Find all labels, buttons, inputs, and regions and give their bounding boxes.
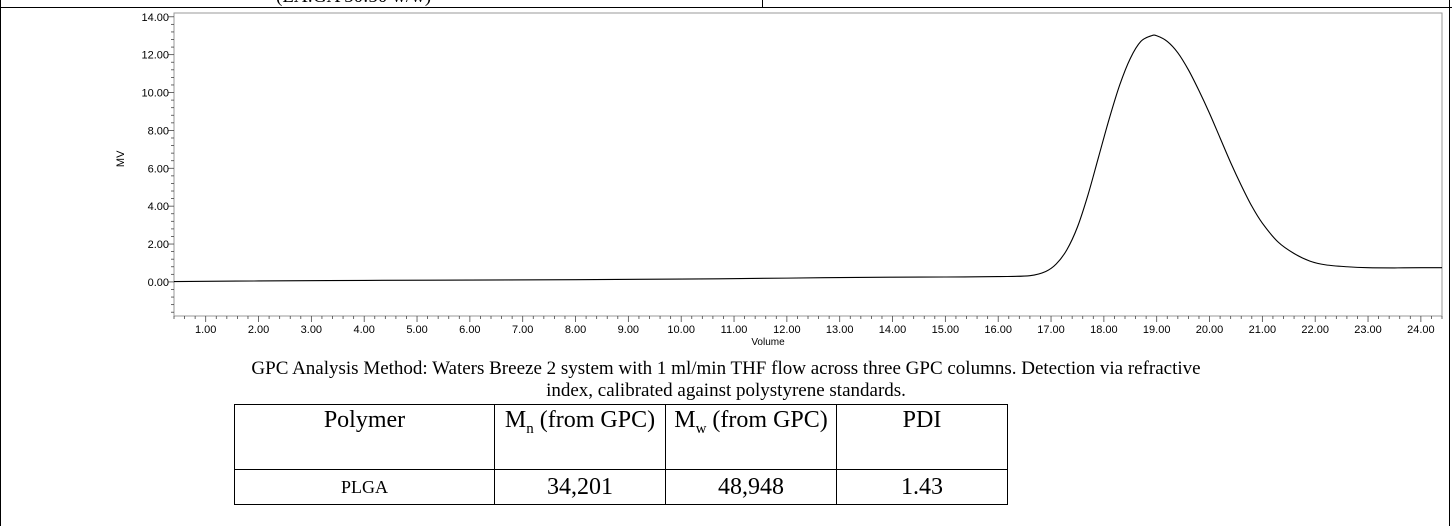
x-tick-label: 1.00 — [195, 324, 216, 336]
previous-row-fragment: (LA:GA 50:50 w/w) — [0, 0, 1452, 8]
y-tick-label: 8.00 — [148, 125, 169, 137]
mn-label-rest: (from GPC) — [533, 407, 656, 433]
header-mn: Mn (from GPC) — [494, 404, 666, 470]
plot-area-border — [173, 12, 1443, 317]
x-tick-label: 7.00 — [512, 324, 533, 336]
x-tick-label: 21.00 — [1249, 324, 1277, 336]
x-tick-label: 6.00 — [459, 324, 480, 336]
x-tick-label: 12.00 — [773, 324, 801, 336]
top-rule — [0, 7, 1452, 8]
x-tick-label: 14.00 — [879, 324, 907, 336]
x-tick-label: 5.00 — [406, 324, 427, 336]
y-tick-label: 14.00 — [141, 12, 169, 24]
mw-label-rest: (from GPC) — [706, 407, 828, 433]
table-header-row: Polymer Mn (from GPC) Mw (from GPC) PDI — [234, 404, 1008, 470]
table-row: PLGA 34,201 48,948 1.43 — [234, 469, 1008, 505]
x-tick-label: 3.00 — [301, 324, 322, 336]
x-tick-label: 20.00 — [1196, 324, 1224, 336]
cell-mw: 48,948 — [665, 469, 837, 505]
x-tick-label: 23.00 — [1354, 324, 1382, 336]
header-mw: Mw (from GPC) — [665, 404, 837, 470]
caption-line-2: index, calibrated against polystyrene st… — [546, 380, 906, 401]
x-tick-label: 15.00 — [932, 324, 960, 336]
x-tick-label: 11.00 — [721, 324, 748, 336]
y-tick-label: 6.00 — [148, 163, 169, 175]
x-tick-label: 19.00 — [1143, 324, 1171, 336]
mw-symbol: M — [674, 407, 696, 433]
molecular-weight-table: Polymer Mn (from GPC) Mw (from GPC) PDI … — [234, 404, 1008, 505]
cell-polymer: PLGA — [234, 469, 495, 505]
header-polymer: Polymer — [234, 404, 495, 470]
y-tick-label: 2.00 — [148, 239, 169, 251]
mw-subscript: w — [695, 420, 707, 437]
cut-off-composition-text: (LA:GA 50:50 w/w) — [276, 0, 431, 8]
cell-mn: 34,201 — [494, 469, 666, 505]
y-tick-label: 12.00 — [141, 50, 169, 62]
x-axis-label: Volume — [751, 337, 785, 348]
x-tick-label: 24.00 — [1407, 324, 1435, 336]
table-column-divider — [762, 0, 763, 8]
mn-symbol: M — [504, 407, 527, 433]
cell-pdi: 1.43 — [836, 469, 1008, 505]
x-tick-label: 4.00 — [353, 324, 374, 336]
series-line — [173, 34, 1443, 283]
x-tick-label: 18.00 — [1090, 324, 1118, 336]
y-tick-label: 10.00 — [141, 88, 169, 100]
x-tick-label: 9.00 — [618, 324, 639, 336]
x-tick-label: 17.00 — [1037, 324, 1065, 336]
method-caption: GPC Analysis Method: Waters Breeze 2 sys… — [20, 358, 1432, 402]
gpc-chromatogram: 1.00 2.00 3.00 4.00 5.00 6.00 7.00 8.00 9.00 10.0… — [115, 12, 1443, 348]
x-tick-label: 13.00 — [826, 324, 854, 336]
y-tick-label: 4.00 — [148, 201, 169, 213]
y-tick-label: 0.00 — [148, 277, 169, 289]
x-tick-label: 16.00 — [984, 324, 1012, 336]
mn-subscript: n — [526, 420, 534, 437]
header-pdi: PDI — [836, 404, 1008, 470]
caption-line-1: GPC Analysis Method: Waters Breeze 2 sys… — [251, 358, 1201, 379]
x-tick-label: 2.00 — [248, 324, 269, 336]
x-tick-label: 10.00 — [667, 324, 695, 336]
x-tick-label: 8.00 — [565, 324, 586, 336]
x-tick-label: 22.00 — [1301, 324, 1329, 336]
y-axis-label: MV — [115, 150, 127, 167]
